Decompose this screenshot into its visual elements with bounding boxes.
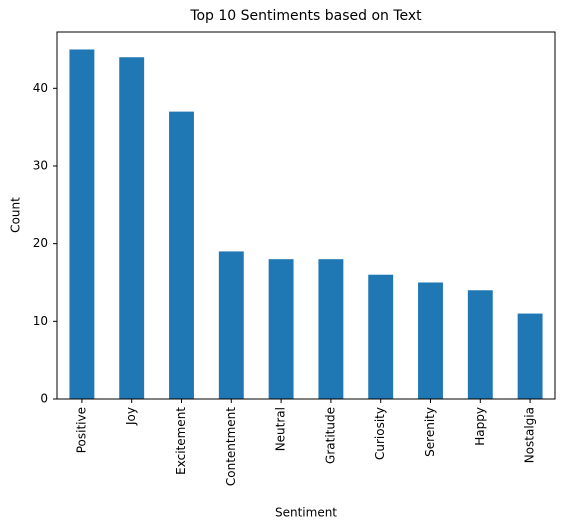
bar — [169, 111, 194, 399]
x-tick-label: Curiosity — [373, 407, 387, 460]
bar — [69, 49, 95, 399]
x-tick-label: Nostalgia — [523, 407, 537, 463]
bar — [218, 251, 244, 399]
y-axis-label: Count — [9, 197, 23, 233]
x-tick-label: Serenity — [423, 407, 437, 457]
x-tick-label: Neutral — [274, 407, 288, 451]
x-tick-label: Excitement — [174, 407, 188, 475]
y-tick-label: 40 — [33, 81, 48, 95]
bar — [368, 274, 394, 399]
x-tick-label: Positive — [74, 407, 88, 453]
y-tick-label: 30 — [33, 158, 48, 172]
x-axis-label: Sentiment — [275, 506, 337, 520]
x-tick-label: Joy — [124, 407, 138, 426]
axes-frame — [56, 31, 556, 400]
bar — [517, 313, 543, 399]
bar — [268, 259, 294, 399]
y-tick-label: 10 — [33, 314, 48, 328]
bar — [318, 259, 344, 399]
x-tick-label: Happy — [473, 407, 487, 446]
bar — [418, 282, 443, 399]
bar — [119, 57, 145, 400]
y-tick-label: 20 — [33, 236, 48, 250]
chart-title: Top 10 Sentiments based on Text — [189, 8, 422, 24]
x-tick-label: Contentment — [224, 407, 238, 486]
y-tick-label: 0 — [40, 392, 48, 406]
bar — [467, 290, 493, 399]
x-tick-label: Gratitude — [323, 407, 337, 464]
